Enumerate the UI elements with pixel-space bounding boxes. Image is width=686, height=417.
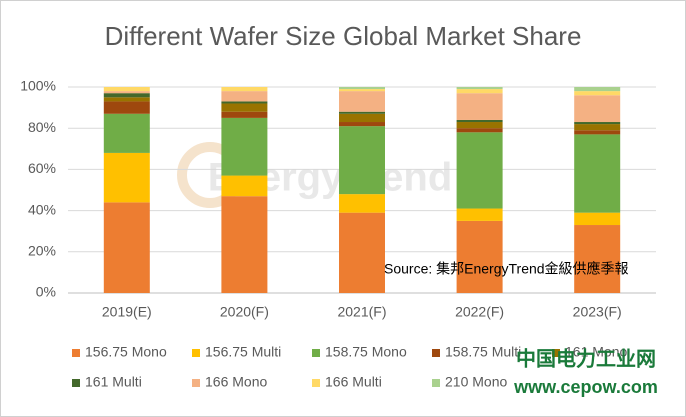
legend-label: 156.75 Mono <box>85 344 167 360</box>
x-tick-label: 2019(E) <box>102 304 152 320</box>
bar-segment <box>221 117 268 176</box>
x-tick-label: 2022(F) <box>455 304 504 320</box>
bar-segment <box>103 101 150 114</box>
source-note: Source: 集邦EnergyTrend金級供應季報 <box>384 261 629 277</box>
bar-segment <box>339 122 385 127</box>
legend-swatch <box>72 349 80 357</box>
y-tick-label: 20% <box>28 243 56 259</box>
legend-swatch <box>552 349 560 357</box>
bar-segment <box>221 111 268 118</box>
legend-swatch <box>72 379 80 387</box>
legend-swatch <box>312 379 320 387</box>
legend-swatch <box>192 349 200 357</box>
bar-segment <box>456 89 503 94</box>
bar-segment <box>456 220 503 293</box>
bar-segment <box>103 202 150 293</box>
bar-segment <box>103 113 150 153</box>
bar-segment <box>339 89 385 92</box>
bar-segment <box>574 130 621 135</box>
bar-segment <box>339 194 385 213</box>
bar-segment <box>221 101 268 104</box>
x-tick-label: 2023(F) <box>573 304 622 320</box>
legend-swatch <box>432 379 440 387</box>
bar-segment <box>574 124 621 131</box>
bar-segment <box>339 212 385 293</box>
x-tick-label: 2020(F) <box>220 304 269 320</box>
chart-title: Different Wafer Size Global Market Share <box>105 21 582 51</box>
bar-segment <box>456 87 503 90</box>
bar-segment <box>574 212 621 226</box>
bar-segment <box>456 122 503 129</box>
y-tick-label: 60% <box>28 160 56 176</box>
bar-segment <box>221 196 268 293</box>
bar-segment <box>103 87 150 92</box>
bar-segment <box>103 91 150 94</box>
legend-label: 161 Mono <box>565 344 627 360</box>
legend-label: 161 Multi <box>85 374 142 390</box>
legend-label: 158.75 Multi <box>445 344 521 360</box>
legend-label: 156.75 Multi <box>205 344 281 360</box>
legend-swatch <box>432 349 440 357</box>
bar-segment <box>221 91 268 102</box>
bar-segment <box>574 91 621 96</box>
bar-segment <box>339 87 385 90</box>
bar-segment <box>221 87 268 92</box>
bar-segment <box>574 95 621 123</box>
bar-segment <box>456 208 503 221</box>
bar-segment <box>221 175 268 197</box>
y-tick-label: 0% <box>36 284 56 300</box>
legend-swatch <box>192 379 200 387</box>
y-tick-label: 40% <box>28 201 56 217</box>
bar-segment <box>103 152 150 203</box>
bar-segment <box>574 225 621 293</box>
y-tick-label: 80% <box>28 119 56 135</box>
bar-segment <box>456 119 503 123</box>
bar-segment <box>456 93 503 120</box>
legend-label: 210 Mono <box>445 374 507 390</box>
bar-segment <box>339 126 385 195</box>
watermark-site-name: 中国电力工业网 <box>516 346 656 370</box>
bar-segment <box>456 132 503 209</box>
watermark-site-url: www.cepow.com <box>513 377 658 397</box>
legend-label: 166 Multi <box>325 374 382 390</box>
legend-label: 158.75 Mono <box>325 344 407 360</box>
bar-segment <box>574 87 621 92</box>
bar-segment <box>339 111 385 114</box>
bar-segment <box>574 134 621 213</box>
bar-segment <box>574 122 621 125</box>
bar-segment <box>103 97 150 102</box>
legend-swatch <box>312 349 320 357</box>
legend-label: 166 Mono <box>205 374 267 390</box>
bar-segment <box>339 113 385 123</box>
bar-segment <box>339 91 385 112</box>
bar-segment <box>221 103 268 112</box>
bar-segment <box>456 128 503 133</box>
x-tick-label: 2021(F) <box>337 304 386 320</box>
y-tick-label: 100% <box>20 78 56 94</box>
bar-segment <box>103 93 150 98</box>
